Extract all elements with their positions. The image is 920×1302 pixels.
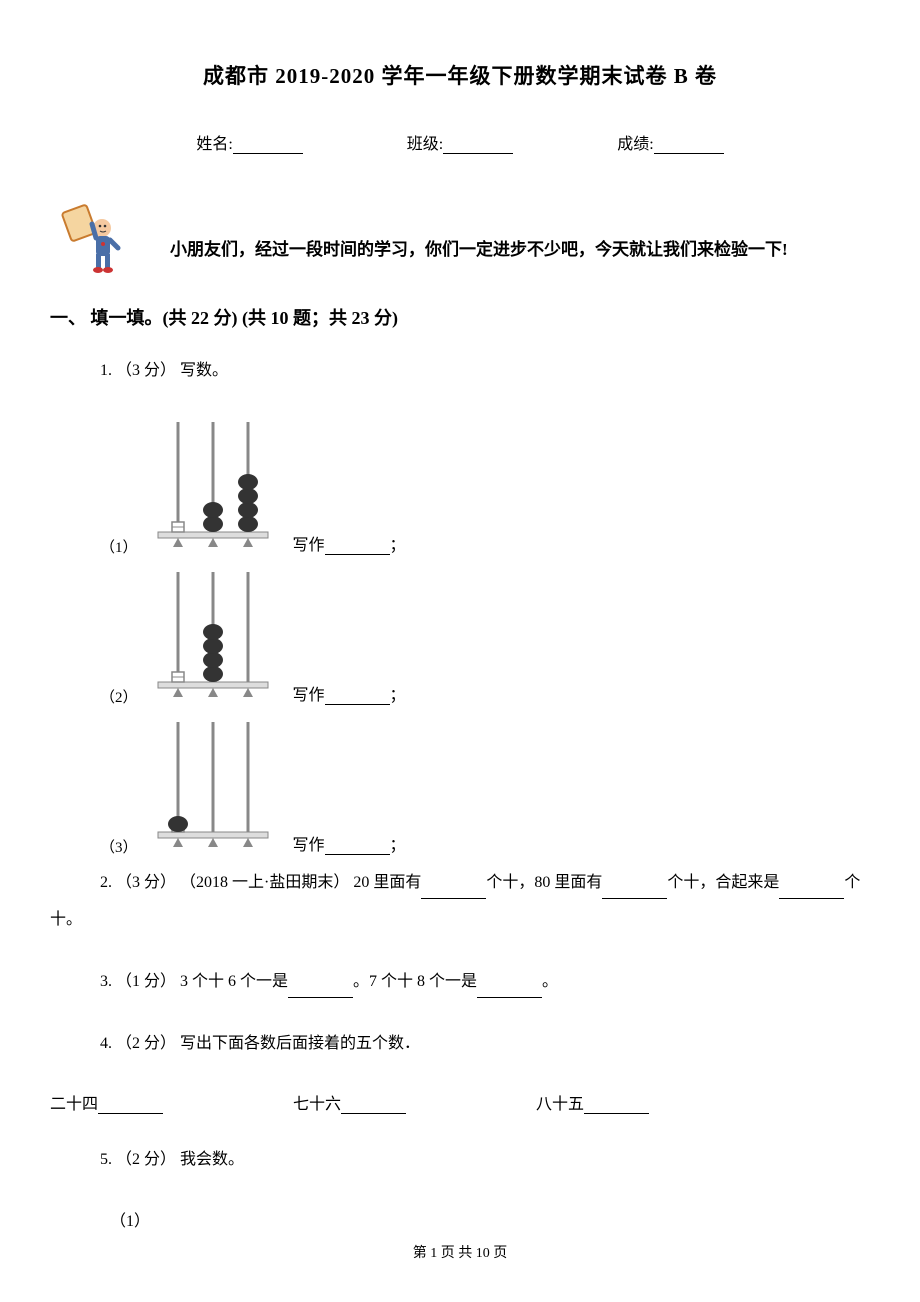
q4-item-1: 二十四	[50, 1090, 163, 1114]
question-5-sub1: （1）	[110, 1206, 870, 1238]
write-label-2: 写作；	[293, 681, 406, 707]
intro-row: 小朋友们，经过一段时间的学习，你们一定进步不少吧，今天就让我们来检验一下!	[50, 204, 870, 274]
question-5: 5. （2 分） 我会数。	[100, 1144, 870, 1176]
question-4-items: 二十四 七十六 八十五	[50, 1090, 870, 1114]
header-fields: 姓名: 班级: 成绩:	[50, 130, 870, 154]
name-label: 姓名:	[196, 130, 232, 154]
name-blank	[233, 138, 303, 154]
sub3-label: （3）	[100, 836, 138, 857]
question-3: 3. （1 分） 3 个十 6 个一是。7 个十 8 个一是。	[100, 966, 870, 998]
question-2: 2. （3 分） （2018 一上·盐田期末） 20 里面有个十，80 里面有个…	[100, 867, 870, 899]
q1-sub3: （3） 写作；	[100, 717, 870, 857]
page-title: 成都市 2019-2020 学年一年级下册数学期末试卷 B 卷	[50, 60, 870, 90]
abacus-2	[148, 567, 278, 707]
question-4: 4. （2 分） 写出下面各数后面接着的五个数．	[100, 1028, 870, 1060]
section-1-heading: 一、 填一填。(共 22 分) (共 10 题；共 23 分)	[50, 304, 870, 330]
q4-item-2: 七十六	[293, 1090, 406, 1114]
page-footer: 第 1 页 共 10 页	[0, 1242, 920, 1262]
class-label: 班级:	[407, 130, 443, 154]
question-1: 1. （3 分） 写数。	[100, 355, 870, 387]
write-label-1: 写作；	[293, 531, 406, 557]
write-label-3: 写作；	[293, 831, 406, 857]
question-2-line2: 十。	[50, 904, 870, 936]
q1-sub2: （2） 写作；	[100, 567, 870, 707]
clipart-character	[60, 204, 130, 274]
score-blank	[654, 138, 724, 154]
abacus-1	[148, 417, 278, 557]
q1-sub1: （1） 写作；	[100, 417, 870, 557]
sub1-label: （1）	[100, 536, 138, 557]
class-blank	[443, 138, 513, 154]
abacus-3	[148, 717, 278, 857]
score-label: 成绩:	[617, 130, 653, 154]
sub2-label: （2）	[100, 686, 138, 707]
q4-item-3: 八十五	[536, 1090, 649, 1114]
intro-text: 小朋友们，经过一段时间的学习，你们一定进步不少吧，今天就让我们来检验一下!	[170, 235, 788, 274]
